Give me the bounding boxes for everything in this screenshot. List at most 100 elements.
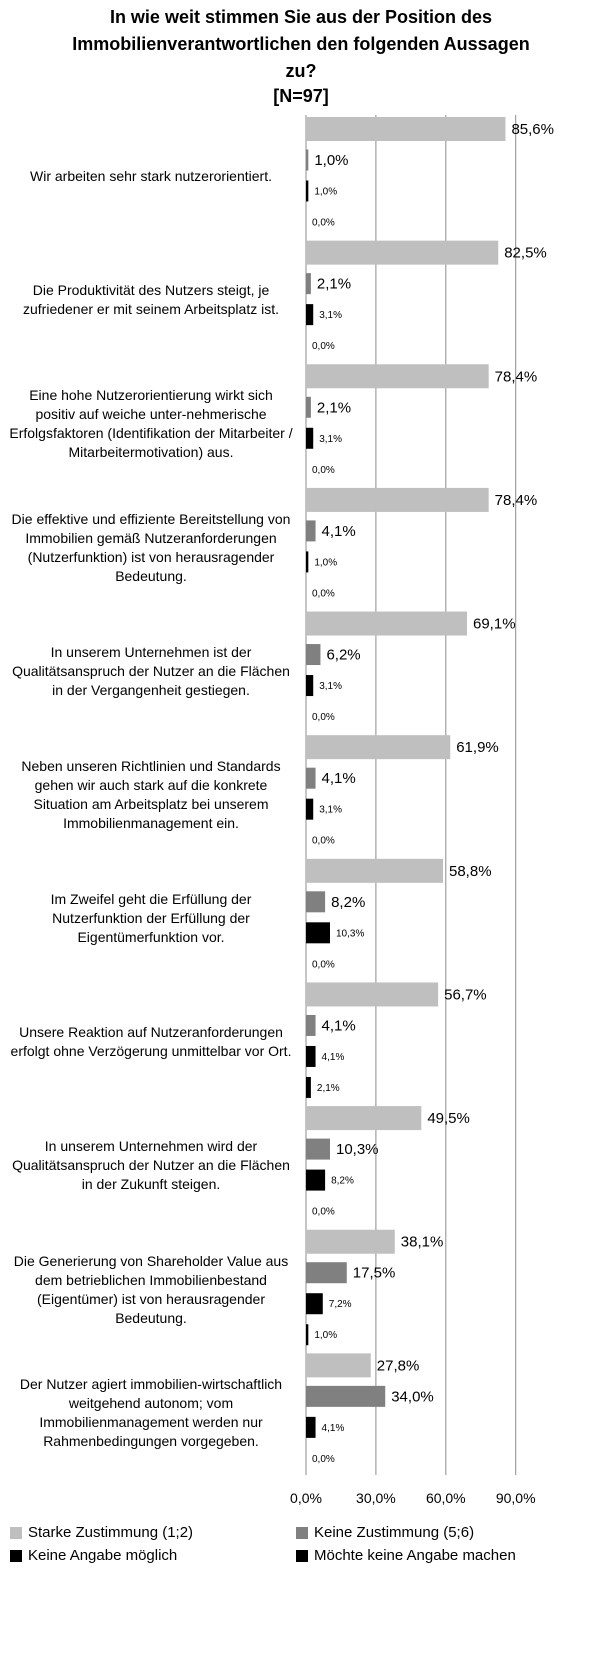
chart-title: In wie weit stimmen Sie aus der Position… — [72, 7, 530, 81]
bar — [306, 1416, 316, 1438]
value-label: 3,1% — [319, 310, 342, 321]
category-label: Eine hohe Nutzerorientierung wirkt sich … — [9, 387, 293, 461]
value-label: 27,8% — [377, 1357, 420, 1374]
value-label: 1,0% — [314, 557, 337, 568]
value-label: 49,5% — [427, 1110, 470, 1127]
x-tick-label: 90,0% — [496, 1490, 536, 1506]
bar — [306, 611, 468, 636]
bar — [306, 551, 309, 573]
value-label: 3,1% — [319, 681, 342, 692]
legend-swatch — [10, 1526, 22, 1539]
value-label: 82,5% — [504, 245, 547, 262]
value-label: 4,1% — [322, 770, 356, 787]
bar — [306, 520, 316, 542]
value-label: 2,1% — [317, 399, 351, 416]
x-tick-label: 30,0% — [356, 1490, 396, 1506]
value-label: 4,1% — [322, 1423, 345, 1434]
value-label: 0,0% — [312, 341, 335, 352]
bar — [306, 364, 489, 389]
x-tick-label: 60,0% — [426, 1490, 466, 1506]
bar — [306, 1169, 326, 1191]
bar — [306, 427, 314, 449]
bar — [306, 922, 330, 944]
category-label: Die Produktivität des Nutzers steigt, je… — [23, 282, 279, 318]
legend-label: Starke Zustimmung (1;2) — [28, 1524, 194, 1541]
value-label: 56,7% — [444, 986, 487, 1003]
bar — [306, 149, 309, 171]
legend-item: Keine Zustimmung (5;6) — [296, 1524, 474, 1541]
legend-swatch — [10, 1549, 22, 1562]
value-label: 1,0% — [314, 1330, 337, 1341]
value-label: 78,4% — [495, 492, 538, 509]
value-label: 38,1% — [401, 1234, 444, 1251]
value-label: 0,0% — [312, 1207, 335, 1218]
category-label: Die Generierung von Shareholder Value au… — [13, 1252, 289, 1326]
category-label: Wir arbeiten sehr stark nutzerorientiert… — [30, 168, 272, 185]
legend-item: Starke Zustimmung (1;2) — [10, 1524, 193, 1541]
value-label: 3,1% — [319, 434, 342, 445]
category-label: Der Nutzer agiert immobilien-wirtschaftl… — [19, 1376, 283, 1450]
bar — [306, 304, 314, 326]
bar — [306, 858, 444, 883]
category-label: Neben unseren Richtlinien und Standards … — [21, 757, 281, 831]
bar — [306, 1106, 422, 1131]
bar — [306, 1293, 323, 1315]
bar — [306, 117, 506, 141]
value-label: 0,0% — [312, 588, 335, 599]
category-label: Im Zweifel geht die Erfüllung der Nutzer… — [50, 891, 252, 946]
value-label: 4,1% — [322, 523, 356, 540]
bar — [306, 982, 439, 1007]
value-label: 6,2% — [326, 647, 360, 664]
value-label: 17,5% — [353, 1265, 396, 1282]
bar — [306, 1138, 330, 1160]
bar — [306, 675, 314, 697]
bar — [306, 273, 311, 295]
bar — [306, 891, 326, 913]
value-label: 8,2% — [331, 1176, 354, 1187]
value-label: 58,8% — [449, 863, 492, 880]
value-label: 0,0% — [312, 218, 335, 229]
value-label: 10,3% — [336, 928, 364, 939]
category-label: In unserem Unternehmen ist der Qualitäts… — [12, 643, 290, 698]
legend-swatch — [296, 1549, 308, 1562]
value-label: 1,0% — [314, 152, 348, 169]
value-label: 3,1% — [319, 805, 342, 816]
bar — [306, 767, 316, 789]
legend-label: Möchte keine Angabe machen — [314, 1547, 516, 1564]
bar — [306, 396, 311, 418]
value-label: 0,0% — [312, 836, 335, 847]
value-label: 7,2% — [329, 1299, 352, 1310]
category-label: Die effektive und effiziente Bereitstell… — [11, 510, 291, 584]
legend-item: Keine Angabe möglich — [10, 1547, 177, 1564]
value-label: 1,0% — [314, 187, 337, 198]
legend-label: Keine Angabe möglich — [28, 1547, 178, 1564]
legend-item: Möchte keine Angabe machen — [296, 1547, 516, 1564]
category-label: In unserem Unternehmen wird der Qualität… — [12, 1138, 290, 1193]
value-label: 61,9% — [456, 739, 499, 756]
bar — [306, 1385, 386, 1407]
value-label: 0,0% — [312, 465, 335, 476]
value-label: 10,3% — [336, 1141, 379, 1158]
bar — [306, 1262, 347, 1284]
chart-subtitle: [N=97] — [273, 86, 329, 106]
value-label: 34,0% — [391, 1388, 434, 1405]
value-label: 69,1% — [473, 616, 516, 633]
value-label: 0,0% — [312, 1454, 335, 1465]
value-label: 0,0% — [312, 712, 335, 723]
bar — [306, 487, 489, 512]
bar — [306, 1353, 371, 1378]
bar — [306, 1045, 316, 1067]
bar — [306, 1229, 395, 1254]
value-label: 0,0% — [312, 959, 335, 970]
bar — [306, 180, 309, 202]
value-label: 2,1% — [317, 276, 351, 293]
value-label: 4,1% — [322, 1017, 356, 1034]
value-label: 2,1% — [317, 1083, 340, 1094]
bar — [306, 1324, 309, 1346]
bar — [306, 1014, 316, 1036]
value-label: 4,1% — [322, 1052, 345, 1063]
x-tick-label: 0,0% — [290, 1490, 322, 1506]
category-label: Unsere Reaktion auf Nutzeranforderungen … — [10, 1024, 292, 1060]
